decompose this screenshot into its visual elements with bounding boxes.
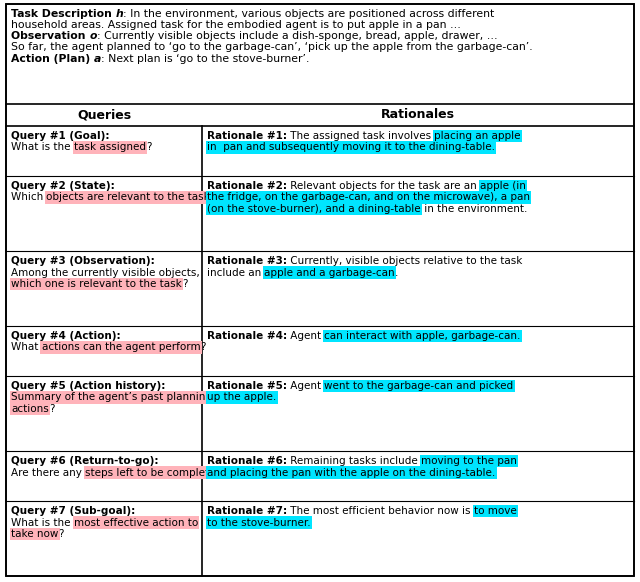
Text: o: o <box>89 31 97 41</box>
Text: Summary of the agent’s past planning: Summary of the agent’s past planning <box>11 392 212 403</box>
Text: apple and a garbage-can: apple and a garbage-can <box>264 268 395 278</box>
Text: a: a <box>94 54 101 63</box>
Text: in the environment.: in the environment. <box>420 204 527 214</box>
Text: task assigned: task assigned <box>74 143 146 152</box>
Text: Agent: Agent <box>287 331 324 341</box>
Text: What is the: What is the <box>11 143 74 152</box>
Text: Rationale #2:: Rationale #2: <box>207 181 287 191</box>
Text: Rationales: Rationales <box>381 108 455 122</box>
Text: Relevant objects for the task are an: Relevant objects for the task are an <box>287 181 480 191</box>
Text: ?: ? <box>182 279 188 289</box>
Text: (on the stove-burner), and a dining-table: (on the stove-burner), and a dining-tabl… <box>207 204 420 214</box>
Text: Query #5 (Action history):: Query #5 (Action history): <box>11 381 165 391</box>
Text: the fridge, on the garbage-can, and on the microwave), a pan: the fridge, on the garbage-can, and on t… <box>207 193 530 203</box>
Text: moving to the pan: moving to the pan <box>421 456 517 466</box>
Text: Among the currently visible objects,: Among the currently visible objects, <box>11 268 200 278</box>
Text: Queries: Queries <box>77 108 131 122</box>
Text: up the apple.: up the apple. <box>207 392 276 403</box>
Text: Query #6 (Return-to-go):: Query #6 (Return-to-go): <box>11 456 159 466</box>
Text: apple (in: apple (in <box>480 181 526 191</box>
Text: Query #4 (Action):: Query #4 (Action): <box>11 331 120 341</box>
Text: Query #1 (Goal):: Query #1 (Goal): <box>11 131 109 141</box>
Text: Remaining tasks include: Remaining tasks include <box>287 456 421 466</box>
Text: ?: ? <box>222 467 228 477</box>
Text: in  pan and subsequently moving it to the dining-table.: in pan and subsequently moving it to the… <box>207 143 495 152</box>
Text: : In the environment, various objects are positioned across different: : In the environment, various objects ar… <box>124 9 495 19</box>
Text: Rationale #7:: Rationale #7: <box>207 506 287 516</box>
Text: The assigned task involves: The assigned task involves <box>287 131 435 141</box>
Text: ?: ? <box>211 193 216 203</box>
Text: ?: ? <box>58 529 64 539</box>
Text: household areas. Assigned task for the embodied agent is to put apple in a pan …: household areas. Assigned task for the e… <box>11 20 461 30</box>
Text: take now: take now <box>11 529 58 539</box>
Text: What is the: What is the <box>11 517 74 527</box>
Text: actions: actions <box>11 404 49 414</box>
Text: Rationale #3:: Rationale #3: <box>207 256 287 266</box>
Text: objects are relevant to the task: objects are relevant to the task <box>47 193 211 203</box>
Text: actions can the agent perform: actions can the agent perform <box>42 342 200 353</box>
Text: to the stove-burner.: to the stove-burner. <box>207 517 310 527</box>
Text: ?: ? <box>49 404 54 414</box>
Text: What: What <box>11 342 42 353</box>
Text: Agent: Agent <box>287 381 324 391</box>
Text: Rationale #6:: Rationale #6: <box>207 456 287 466</box>
Text: : Next plan is ‘go to the stove-burner’.: : Next plan is ‘go to the stove-burner’. <box>101 54 310 63</box>
Text: Task Description: Task Description <box>11 9 116 19</box>
Text: Action (Plan): Action (Plan) <box>11 54 94 63</box>
Text: The most efficient behavior now is: The most efficient behavior now is <box>287 506 474 516</box>
Text: Rationale #1:: Rationale #1: <box>207 131 287 141</box>
Text: Rationale #5:: Rationale #5: <box>207 381 287 391</box>
Text: So far, the agent planned to ‘go to the garbage-can’, ‘pick up the apple from th: So far, the agent planned to ‘go to the … <box>11 42 532 52</box>
Text: Query #7 (Sub-goal):: Query #7 (Sub-goal): <box>11 506 135 516</box>
Text: include an: include an <box>207 268 264 278</box>
Text: placing an apple: placing an apple <box>435 131 521 141</box>
Text: Are there any: Are there any <box>11 467 85 477</box>
Text: : Currently visible objects include a dish-sponge, bread, apple, drawer, …: : Currently visible objects include a di… <box>97 31 497 41</box>
Text: and placing the pan with the apple on the dining-table.: and placing the pan with the apple on th… <box>207 467 495 477</box>
Text: Observation: Observation <box>11 31 89 41</box>
Text: h: h <box>116 9 124 19</box>
Text: ?: ? <box>200 342 205 353</box>
Text: Query #3 (Observation):: Query #3 (Observation): <box>11 256 155 266</box>
Text: ?: ? <box>146 143 151 152</box>
Text: Which: Which <box>11 193 47 203</box>
Text: Currently, visible objects relative to the task: Currently, visible objects relative to t… <box>287 256 522 266</box>
Text: went to the garbage-can and picked: went to the garbage-can and picked <box>324 381 513 391</box>
Text: which one is relevant to the task: which one is relevant to the task <box>11 279 182 289</box>
Text: .: . <box>395 268 399 278</box>
Text: most effective action to: most effective action to <box>74 517 198 527</box>
Text: Query #2 (State):: Query #2 (State): <box>11 181 115 191</box>
Text: to move: to move <box>474 506 516 516</box>
Text: steps left to be completed: steps left to be completed <box>85 467 222 477</box>
Text: Rationale #4:: Rationale #4: <box>207 331 287 341</box>
Text: can interact with apple, garbage-can.: can interact with apple, garbage-can. <box>324 331 521 341</box>
